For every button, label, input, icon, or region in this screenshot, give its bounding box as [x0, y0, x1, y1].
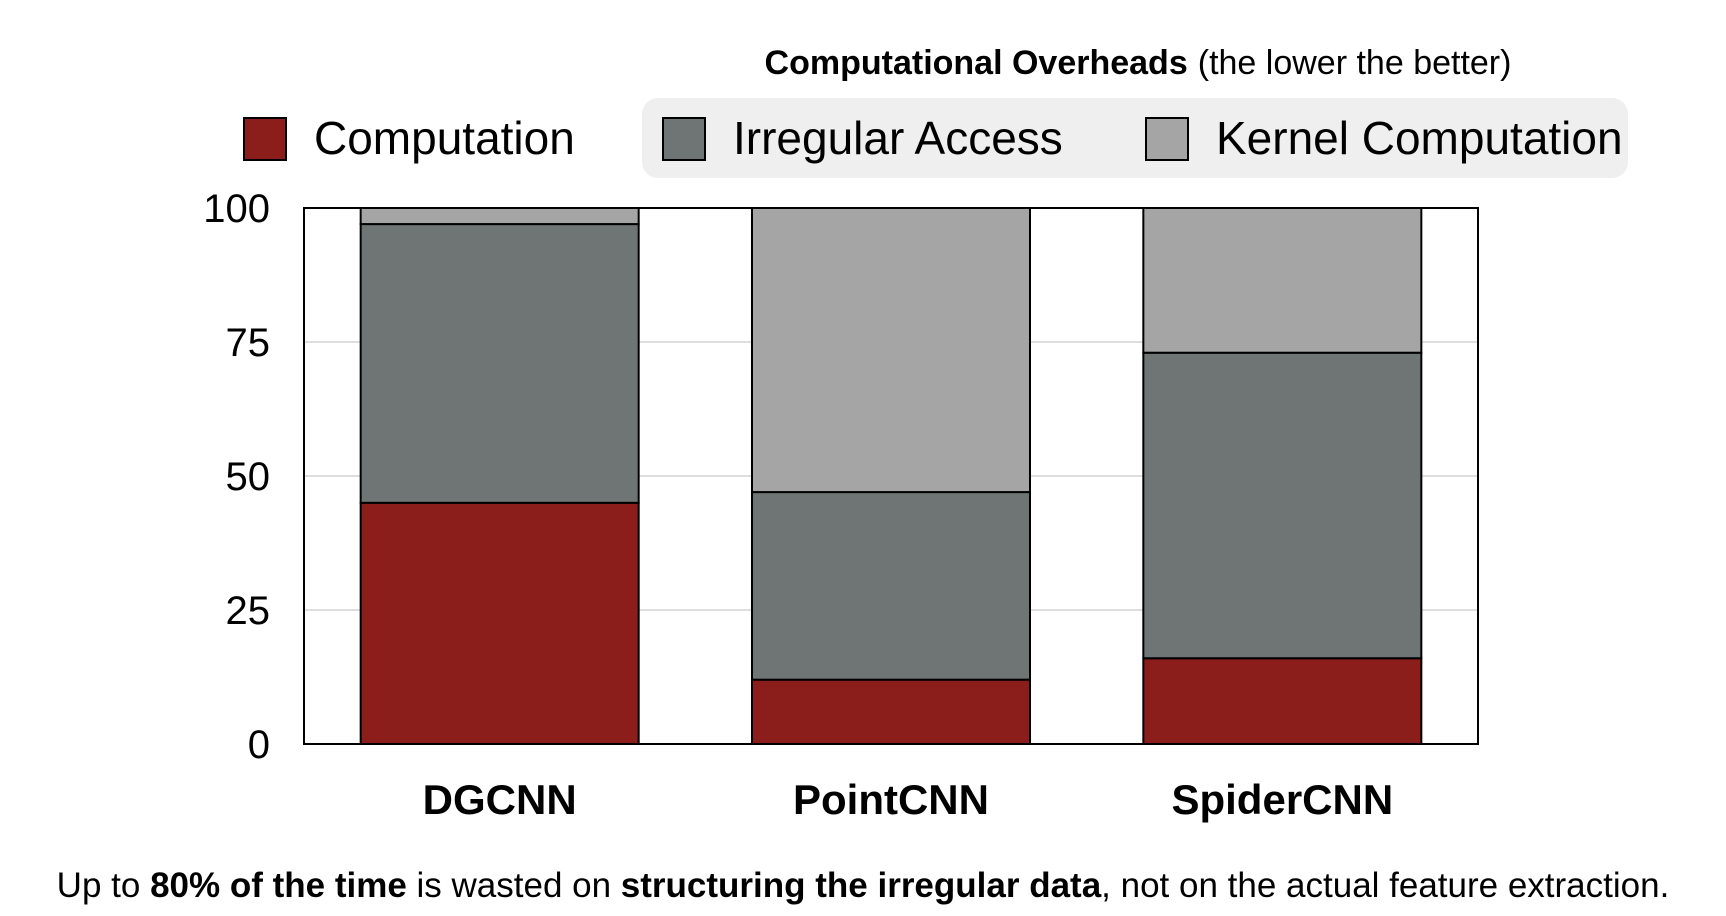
bar-segment-irregular-access-dgcnn	[359, 223, 640, 504]
bar-segment-computation-dgcnn	[359, 501, 640, 745]
caption: Up to 80% of the time is wasted on struc…	[0, 866, 1726, 906]
legend-swatch	[662, 117, 706, 161]
caption-bold-1: 80% of the time	[150, 866, 407, 905]
bar-segment-kernel-computation-pointcnn	[751, 207, 1031, 494]
legend-label: Computation	[314, 112, 575, 164]
caption-bold-2: structuring the irregular data	[620, 866, 1102, 905]
y-axis-ticks: 0 25 50 75 100	[203, 187, 270, 767]
y-tick-label: 75	[226, 321, 271, 365]
y-tick-label: 50	[226, 455, 271, 499]
legend: Computation Irregular Access Kernel Comput…	[243, 112, 1623, 164]
caption-part-1: Up to	[56, 866, 151, 905]
legend-label: Kernel Computation	[1216, 112, 1623, 164]
y-tick-label: 0	[248, 723, 270, 767]
bar-segment-kernel-computation-dgcnn	[359, 207, 640, 226]
legend-label: Irregular Access	[733, 112, 1063, 164]
legend-swatch	[1145, 117, 1189, 161]
bar-segment-kernel-computation-spidercnn	[1142, 207, 1423, 354]
legend-highlight-box	[642, 98, 1628, 178]
plot-frame	[303, 207, 1479, 745]
x-tick-label: SpiderCNN	[1171, 776, 1393, 823]
chart-title-bold: Computational Overheads	[765, 44, 1188, 82]
bar-segment-irregular-access-spidercnn	[1142, 351, 1423, 660]
x-tick-label: DGCNN	[423, 776, 577, 823]
y-tick-label: 25	[226, 589, 271, 633]
bar-segment-computation-spidercnn	[1142, 657, 1423, 745]
x-axis-labels: DGCNN PointCNN SpiderCNN	[423, 776, 1394, 823]
chart-title-rest: (the lower the better)	[1198, 44, 1512, 82]
legend-swatch	[243, 117, 287, 161]
bars	[359, 207, 1423, 745]
bar-segment-irregular-access-pointcnn	[751, 491, 1031, 681]
caption-part-2: is wasted on	[406, 866, 621, 905]
y-tick-label: 100	[203, 187, 270, 231]
chart-title: Computational Overheads (the lower the be…	[765, 44, 1512, 82]
caption-part-3: , not on the actual feature extraction.	[1101, 866, 1670, 905]
x-tick-label: PointCNN	[793, 776, 989, 823]
bar-segment-computation-pointcnn	[751, 678, 1031, 745]
